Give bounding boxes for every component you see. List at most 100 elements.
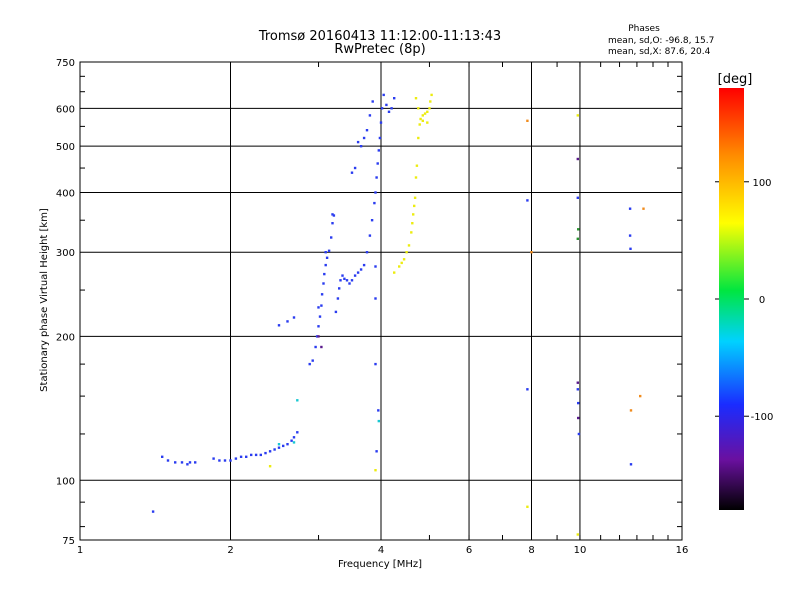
data-point [415, 164, 419, 167]
data-point [368, 234, 372, 237]
grid-lines [80, 62, 682, 540]
data-point [359, 145, 363, 148]
data-point [324, 251, 327, 254]
data-point [423, 112, 427, 115]
data-point [417, 107, 420, 110]
chart-title: Tromsø 20160413 11:12:00-11:13:43 [258, 29, 501, 44]
data-point [375, 176, 378, 179]
data-point [161, 455, 164, 458]
colorbar-tick-label: 0 [759, 295, 765, 306]
data-point [398, 265, 401, 268]
data-point [377, 409, 380, 412]
plot-area: 1 2 4 6 8 10 16 75 100 200 300 400 500 600 750 [56, 58, 688, 556]
data-point [402, 258, 406, 261]
x-tick-label: 16 [676, 545, 689, 556]
data-point [296, 399, 299, 402]
x-axis-label: Frequency [MHz] [338, 559, 422, 570]
data-point [359, 268, 363, 271]
data-point [218, 459, 221, 462]
data-point [229, 459, 232, 462]
data-point [400, 261, 403, 265]
data-point [365, 129, 369, 132]
data-point [338, 287, 341, 290]
data-point [264, 451, 267, 455]
data-point [426, 110, 429, 113]
y-tick-label: 100 [56, 476, 75, 487]
data-point [292, 436, 296, 439]
y-tick-label: 300 [56, 248, 75, 259]
data-point [292, 441, 296, 444]
data-point [413, 204, 416, 208]
data-point [151, 510, 155, 513]
data-point [325, 256, 329, 259]
data-point [374, 362, 377, 366]
data-point [373, 201, 376, 205]
data-point [418, 123, 421, 126]
data-point [343, 277, 346, 280]
data-point [286, 443, 289, 446]
data-point [317, 306, 320, 309]
data-point [576, 157, 579, 161]
data-point [376, 162, 379, 165]
stats-heading: Phases [628, 24, 660, 34]
x-tick-label: 4 [378, 545, 384, 556]
data-point [374, 469, 377, 472]
colorbar-ticks: 100 0 -100 [715, 178, 773, 423]
data-point [259, 453, 262, 457]
data-point [320, 345, 323, 349]
data-point [308, 362, 311, 366]
data-point [282, 444, 285, 448]
data-point [430, 93, 433, 97]
data-point [429, 100, 432, 103]
data-point [642, 207, 645, 210]
data-point [345, 279, 349, 282]
data-point [374, 265, 377, 268]
data-point [334, 310, 338, 314]
data-point [292, 316, 296, 319]
data-point [353, 274, 357, 277]
data-point [317, 325, 320, 328]
data-point [324, 263, 327, 267]
data-point [378, 136, 382, 140]
y-tick-label: 500 [56, 142, 75, 153]
data-point [353, 166, 357, 170]
data-point [639, 394, 642, 398]
data-point [393, 271, 396, 274]
data-point [414, 176, 418, 179]
data-point [428, 107, 431, 110]
data-point [426, 121, 429, 124]
data-point [268, 465, 272, 468]
data-point [385, 103, 388, 107]
data-point [331, 213, 334, 216]
data-point [212, 457, 215, 460]
data-point [374, 297, 377, 300]
data-point [341, 274, 344, 277]
data-point [629, 463, 633, 466]
x-tick-label: 6 [466, 545, 472, 556]
data-point [576, 196, 579, 199]
data-point [576, 533, 579, 536]
stats-mean-o: mean, sd,O: -96.8, 15.7 [608, 36, 714, 46]
data-point [390, 107, 393, 110]
y-tick-label: 75 [62, 536, 75, 547]
data-point [350, 171, 354, 174]
data-point [239, 455, 243, 458]
data-point [371, 100, 374, 103]
data-point [180, 461, 184, 464]
data-point [393, 97, 396, 100]
data-point [405, 251, 408, 254]
data-point [576, 381, 579, 384]
data-point [377, 419, 380, 423]
minor-ticks [79, 62, 683, 540]
x-tick-labels: 1 2 4 6 8 10 16 [77, 545, 689, 556]
data-point [370, 219, 374, 222]
colorbar-label: [deg] [718, 72, 753, 87]
data-point [339, 279, 342, 282]
data-point [332, 214, 336, 217]
data-point [411, 222, 414, 225]
data-point [290, 439, 293, 442]
data-point [421, 119, 424, 122]
data-point [362, 136, 366, 140]
data-point [245, 455, 248, 458]
